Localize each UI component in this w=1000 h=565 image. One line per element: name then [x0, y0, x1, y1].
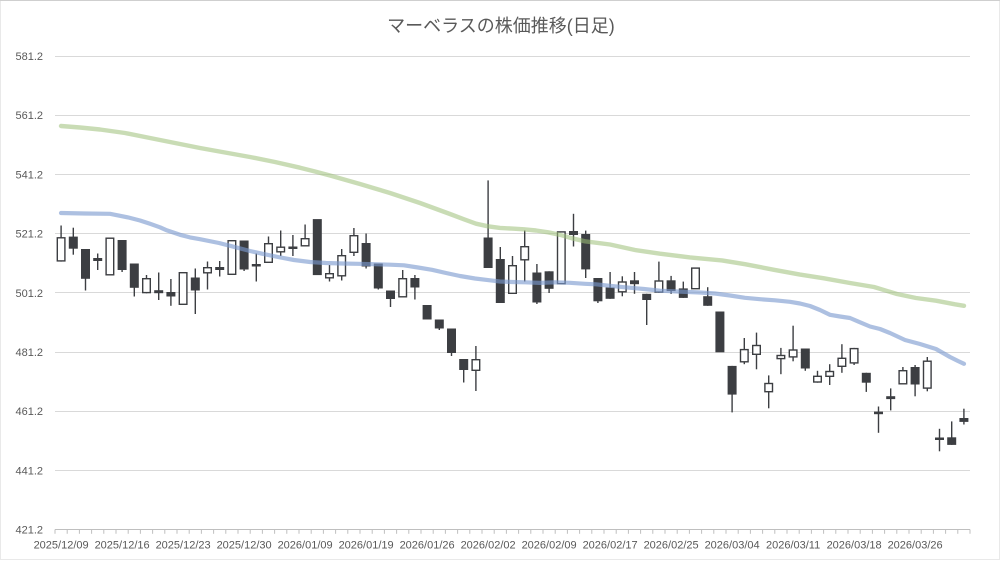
svg-text:2026/01/09: 2026/01/09: [278, 540, 333, 552]
svg-text:2025/12/30: 2025/12/30: [217, 540, 272, 552]
svg-text:2026/01/19: 2026/01/19: [339, 540, 394, 552]
svg-text:561.2: 561.2: [15, 110, 43, 122]
svg-text:461.2: 461.2: [15, 406, 43, 418]
svg-text:441.2: 441.2: [15, 465, 43, 477]
svg-text:2025/12/09: 2025/12/09: [34, 540, 89, 552]
svg-text:581.2: 581.2: [15, 51, 43, 63]
svg-text:2026/02/25: 2026/02/25: [644, 540, 699, 552]
svg-text:2026/01/26: 2026/01/26: [400, 540, 455, 552]
svg-text:2025/12/23: 2025/12/23: [156, 540, 211, 552]
svg-text:501.2: 501.2: [15, 288, 43, 300]
svg-text:マーベラスの株価推移(日足): マーベラスの株価推移(日足): [387, 16, 615, 36]
svg-text:2026/03/11: 2026/03/11: [766, 540, 820, 552]
svg-text:541.2: 541.2: [15, 169, 43, 181]
svg-text:2026/03/18: 2026/03/18: [827, 540, 882, 552]
svg-text:521.2: 521.2: [15, 229, 43, 241]
svg-text:421.2: 421.2: [15, 525, 43, 537]
svg-text:2026/03/04: 2026/03/04: [705, 540, 760, 552]
svg-text:2026/02/09: 2026/02/09: [522, 540, 577, 552]
svg-text:2025/12/16: 2025/12/16: [95, 540, 150, 552]
svg-text:2026/03/26: 2026/03/26: [888, 540, 943, 552]
svg-text:2026/02/02: 2026/02/02: [461, 540, 516, 552]
svg-text:481.2: 481.2: [15, 347, 43, 359]
svg-text:2026/02/17: 2026/02/17: [583, 540, 638, 552]
